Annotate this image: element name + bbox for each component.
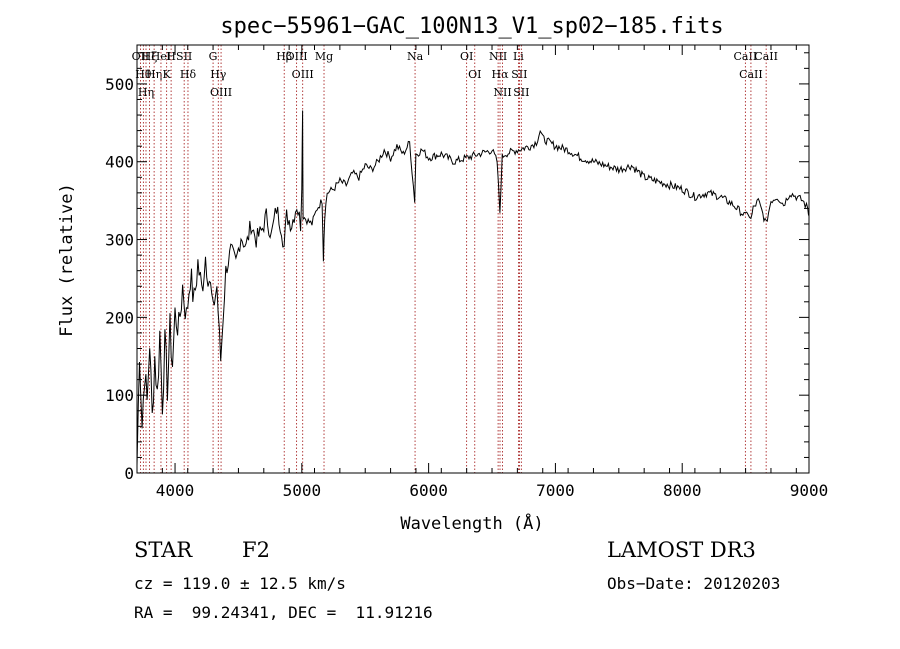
chart-title: spec−55961−GAC_100N13_V1_sp02−185.fits <box>220 14 723 39</box>
line-marker-label: H <box>166 50 176 63</box>
y-tick-label: 500 <box>105 75 134 94</box>
plot-frame <box>136 44 810 474</box>
line-marker-label: OI <box>460 50 473 63</box>
x-tick-label: 9000 <box>790 481 829 500</box>
line-marker-label: Hη <box>146 68 162 81</box>
y-tick-label: 300 <box>105 231 134 250</box>
observation-date: Obs−Date: 20120203 <box>607 574 781 593</box>
line-marker-label: G <box>209 50 218 63</box>
y-tick-label: 400 <box>105 153 134 172</box>
line-marker-label: Hη <box>138 86 154 99</box>
y-tick-label: 0 <box>124 464 134 483</box>
x-tick-label: 4000 <box>156 481 195 500</box>
line-marker-label: Hδ <box>180 68 197 81</box>
line-marker-label: Mg <box>315 50 333 63</box>
line-marker-label: Hβ <box>276 50 292 63</box>
spectrum-line <box>136 110 810 466</box>
line-marker-label: Hζ <box>142 50 158 63</box>
line-marker-label: Hα <box>491 68 509 81</box>
object-class: STAR <box>134 538 193 562</box>
x-tick-label: 7000 <box>536 481 575 500</box>
line-marker-label: SII <box>176 50 192 63</box>
line-marker-label: NII <box>493 86 511 99</box>
x-tick-label: 5000 <box>283 481 322 500</box>
line-marker-label: OII <box>132 50 150 63</box>
line-marker-label: CaII <box>754 50 778 63</box>
line-marker-label: OIII <box>210 86 232 99</box>
y-tick-label: 100 <box>105 386 134 405</box>
line-marker-label: Hγ <box>210 68 227 81</box>
line-marker-label: OIII <box>292 68 314 81</box>
line-marker-label: SII <box>513 86 529 99</box>
x-tick-label: 8000 <box>663 481 702 500</box>
object-subclass: F2 <box>242 538 270 562</box>
line-marker-label: HeI <box>151 50 171 63</box>
line-marker-label: K <box>163 68 172 81</box>
line-marker-label: SII <box>511 68 527 81</box>
y-axis-label: Flux (relative) <box>57 183 77 337</box>
coordinates: RA = 99.24341, DEC = 11.91216 <box>134 603 433 622</box>
line-marker-label: OI <box>468 68 481 81</box>
survey-name: LAMOST DR3 <box>607 538 756 562</box>
line-marker-label: CaII <box>739 68 763 81</box>
line-marker-label: Hθ <box>135 68 152 81</box>
x-tick-label: 6000 <box>409 481 448 500</box>
x-axis-label: Wavelength (Å) <box>400 512 543 534</box>
line-marker-label: OIII <box>286 50 308 63</box>
redshift-velocity: cz = 119.0 ± 12.5 km/s <box>134 574 346 593</box>
line-marker-label: NII <box>489 50 507 63</box>
line-marker-label: Li <box>513 50 524 63</box>
y-tick-label: 200 <box>105 308 134 327</box>
line-marker-label: Na <box>407 50 424 63</box>
axis-ticks: 4000 5000 6000 7000 8000 9000 0 100 200 300 400 500 <box>105 45 828 500</box>
